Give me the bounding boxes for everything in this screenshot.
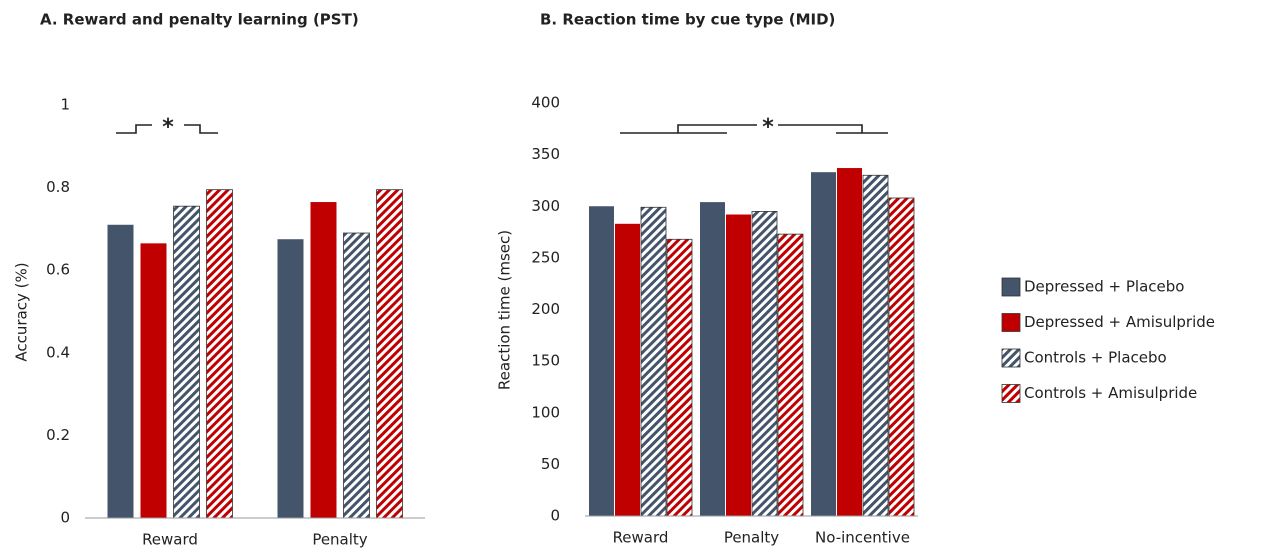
legend-label: Depressed + Amisulpride [1024, 313, 1215, 331]
bar [640, 206, 667, 517]
bar [343, 232, 370, 519]
y-tick-label: 300 [531, 197, 560, 215]
significance-bracket [620, 124, 888, 134]
legend-swatch [1001, 313, 1021, 332]
x-tick-label: Reward [142, 531, 198, 549]
bar [206, 189, 233, 519]
bar [726, 214, 751, 516]
significance-bracket [116, 124, 218, 134]
chart-title: A. Reward and penalty learning (PST) [40, 11, 359, 29]
x-tick-label: Penalty [724, 529, 779, 547]
y-tick-label: 100 [531, 403, 560, 421]
x-tick-label: No-incentive [815, 529, 910, 547]
bar [310, 202, 337, 518]
significance-marker: * [162, 115, 174, 140]
bar [140, 243, 167, 519]
y-tick-label: 0.6 [46, 261, 70, 279]
x-tick-label: Reward [613, 529, 669, 547]
bar [888, 197, 915, 517]
legend-label: Controls + Placebo [1024, 349, 1167, 367]
bar [700, 202, 725, 516]
bar [811, 172, 836, 517]
bar [777, 233, 804, 517]
y-tick-label: 350 [531, 145, 560, 163]
y-tick-label: 1 [60, 96, 70, 114]
y-tick-label: 50 [541, 455, 560, 473]
bar [666, 238, 693, 517]
bar [615, 223, 640, 517]
y-tick-label: 0 [60, 509, 70, 527]
bar [862, 174, 889, 517]
y-axis-label: Reaction time (msec) [496, 230, 514, 390]
y-tick-label: 200 [531, 300, 560, 318]
bar [107, 224, 134, 518]
y-tick-label: 0 [550, 507, 560, 525]
x-tick-label: Penalty [312, 531, 367, 549]
bar [589, 206, 614, 516]
y-tick-label: 0.8 [46, 178, 70, 196]
bar [376, 189, 403, 519]
bar [277, 239, 304, 518]
legend-swatch [1001, 384, 1021, 403]
legend-swatch [1001, 277, 1021, 297]
y-tick-label: 150 [531, 352, 560, 370]
bar [173, 205, 200, 519]
legend-label: Controls + Amisulpride [1024, 384, 1197, 402]
legend-label: Depressed + Placebo [1024, 278, 1184, 296]
chart-title: B. Reaction time by cue type (MID) [540, 11, 835, 29]
y-tick-label: 0.4 [46, 343, 70, 361]
bar [751, 211, 778, 517]
legend-swatch [1001, 348, 1021, 368]
significance-marker: * [762, 115, 774, 140]
bar [837, 168, 862, 517]
y-axis-label: Accuracy (%) [13, 262, 31, 361]
y-tick-label: 400 [531, 94, 560, 112]
y-tick-label: 250 [531, 248, 560, 266]
y-tick-label: 0.2 [46, 426, 70, 444]
